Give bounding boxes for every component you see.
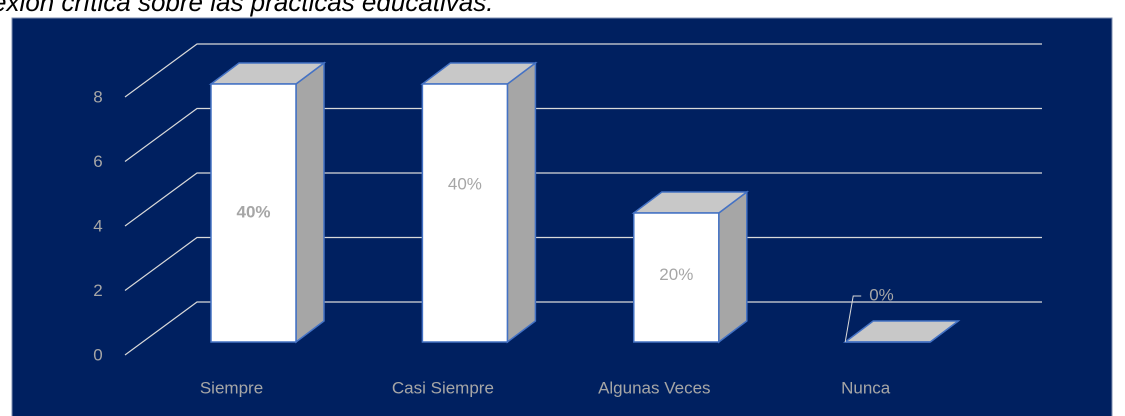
x-tick-label: Casi Siempre	[392, 378, 494, 397]
x-tick-label: Algunas Veces	[598, 378, 710, 397]
grid-line	[124, 301, 1042, 356]
y-tick-label: 6	[93, 152, 102, 171]
grid-line	[124, 172, 1042, 227]
bar	[842, 320, 961, 343]
bar-front	[210, 83, 297, 343]
y-tick-label: 8	[93, 87, 102, 106]
y-tick-label: 4	[93, 216, 102, 235]
plot-background	[11, 17, 1113, 416]
x-tick-label: Nunca	[841, 378, 891, 397]
grid-line	[124, 107, 1042, 162]
grid-line	[124, 43, 1042, 98]
data-label: 20%	[659, 265, 693, 284]
data-label: 40%	[448, 174, 482, 193]
bar-front	[421, 83, 509, 343]
caption: exión crítica sobre las prácticas educat…	[0, 0, 493, 17]
y-tick-label: 0	[93, 345, 102, 364]
grid-line	[124, 236, 1042, 291]
y-tick-label: 2	[93, 281, 102, 300]
bar-side	[718, 190, 748, 344]
bar	[420, 61, 538, 344]
data-label: 0%	[869, 285, 894, 304]
data-label: 40%	[236, 202, 270, 221]
bar-side	[506, 61, 537, 344]
bar	[208, 61, 327, 344]
leader-line	[844, 295, 862, 343]
bar-front	[633, 212, 720, 343]
x-tick-label: Siempre	[200, 378, 263, 397]
bar	[631, 190, 750, 344]
bar-side	[295, 61, 325, 344]
